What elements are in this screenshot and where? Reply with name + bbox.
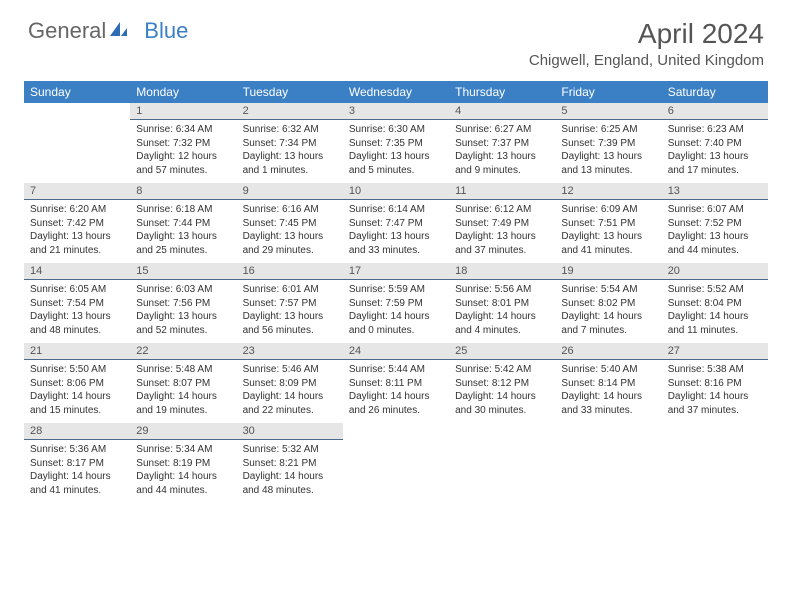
day-content-cell	[449, 440, 555, 504]
weekday-header: Sunday	[24, 81, 130, 103]
weekday-header: Friday	[555, 81, 661, 103]
day-number-cell: 8	[130, 183, 236, 200]
logo: General Blue	[28, 18, 188, 44]
day-content-cell: Sunrise: 6:03 AMSunset: 7:56 PMDaylight:…	[130, 280, 236, 344]
day-number-row: 21222324252627	[24, 343, 768, 360]
day-content-cell: Sunrise: 5:34 AMSunset: 8:19 PMDaylight:…	[130, 440, 236, 504]
day-content-cell: Sunrise: 5:36 AMSunset: 8:17 PMDaylight:…	[24, 440, 130, 504]
day-number-cell: 15	[130, 263, 236, 280]
day-content-cell: Sunrise: 5:59 AMSunset: 7:59 PMDaylight:…	[343, 280, 449, 344]
day-number-cell: 24	[343, 343, 449, 360]
day-number-cell: 14	[24, 263, 130, 280]
day-number-cell	[662, 423, 768, 440]
weekday-header: Saturday	[662, 81, 768, 103]
day-number-cell: 30	[237, 423, 343, 440]
day-number-cell: 9	[237, 183, 343, 200]
day-number-row: 123456	[24, 103, 768, 120]
day-content-cell: Sunrise: 5:52 AMSunset: 8:04 PMDaylight:…	[662, 280, 768, 344]
logo-text-2: Blue	[144, 18, 188, 44]
day-content-cell: Sunrise: 6:12 AMSunset: 7:49 PMDaylight:…	[449, 200, 555, 264]
day-content-cell: Sunrise: 6:25 AMSunset: 7:39 PMDaylight:…	[555, 120, 661, 184]
day-number-cell: 23	[237, 343, 343, 360]
day-number-cell: 25	[449, 343, 555, 360]
day-content-cell	[662, 440, 768, 504]
day-number-cell: 19	[555, 263, 661, 280]
day-content-row: Sunrise: 6:05 AMSunset: 7:54 PMDaylight:…	[24, 280, 768, 344]
day-number-cell: 11	[449, 183, 555, 200]
day-number-cell: 21	[24, 343, 130, 360]
day-content-cell: Sunrise: 6:23 AMSunset: 7:40 PMDaylight:…	[662, 120, 768, 184]
day-number-cell	[24, 103, 130, 120]
day-content-row: Sunrise: 6:34 AMSunset: 7:32 PMDaylight:…	[24, 120, 768, 184]
day-content-cell: Sunrise: 6:16 AMSunset: 7:45 PMDaylight:…	[237, 200, 343, 264]
weekday-header: Monday	[130, 81, 236, 103]
day-number-cell: 16	[237, 263, 343, 280]
day-number-cell	[449, 423, 555, 440]
header: General Blue April 2024 Chigwell, Englan…	[0, 0, 792, 73]
day-content-cell: Sunrise: 5:50 AMSunset: 8:06 PMDaylight:…	[24, 360, 130, 424]
day-number-cell: 29	[130, 423, 236, 440]
day-number-cell: 22	[130, 343, 236, 360]
weekday-header-row: SundayMondayTuesdayWednesdayThursdayFrid…	[24, 81, 768, 103]
weekday-header: Wednesday	[343, 81, 449, 103]
day-content-cell: Sunrise: 5:32 AMSunset: 8:21 PMDaylight:…	[237, 440, 343, 504]
logo-text-1: General	[28, 18, 106, 44]
day-content-cell: Sunrise: 6:09 AMSunset: 7:51 PMDaylight:…	[555, 200, 661, 264]
day-content-cell: Sunrise: 5:54 AMSunset: 8:02 PMDaylight:…	[555, 280, 661, 344]
day-number-cell: 7	[24, 183, 130, 200]
day-content-cell: Sunrise: 5:48 AMSunset: 8:07 PMDaylight:…	[130, 360, 236, 424]
title-block: April 2024 Chigwell, England, United Kin…	[529, 18, 764, 69]
day-content-cell: Sunrise: 6:20 AMSunset: 7:42 PMDaylight:…	[24, 200, 130, 264]
day-number-cell: 4	[449, 103, 555, 120]
day-content-cell: Sunrise: 6:30 AMSunset: 7:35 PMDaylight:…	[343, 120, 449, 184]
weekday-header: Tuesday	[237, 81, 343, 103]
day-content-cell: Sunrise: 5:40 AMSunset: 8:14 PMDaylight:…	[555, 360, 661, 424]
day-content-cell: Sunrise: 5:56 AMSunset: 8:01 PMDaylight:…	[449, 280, 555, 344]
day-content-cell: Sunrise: 6:07 AMSunset: 7:52 PMDaylight:…	[662, 200, 768, 264]
day-content-row: Sunrise: 6:20 AMSunset: 7:42 PMDaylight:…	[24, 200, 768, 264]
calendar-table: SundayMondayTuesdayWednesdayThursdayFrid…	[24, 81, 768, 503]
day-number-row: 78910111213	[24, 183, 768, 200]
day-content-row: Sunrise: 5:50 AMSunset: 8:06 PMDaylight:…	[24, 360, 768, 424]
day-content-cell: Sunrise: 6:27 AMSunset: 7:37 PMDaylight:…	[449, 120, 555, 184]
day-content-cell	[555, 440, 661, 504]
day-content-cell: Sunrise: 6:14 AMSunset: 7:47 PMDaylight:…	[343, 200, 449, 264]
day-content-cell: Sunrise: 5:38 AMSunset: 8:16 PMDaylight:…	[662, 360, 768, 424]
day-number-cell: 12	[555, 183, 661, 200]
day-number-cell: 20	[662, 263, 768, 280]
day-content-cell: Sunrise: 6:32 AMSunset: 7:34 PMDaylight:…	[237, 120, 343, 184]
day-number-cell: 13	[662, 183, 768, 200]
day-content-cell: Sunrise: 6:18 AMSunset: 7:44 PMDaylight:…	[130, 200, 236, 264]
day-number-cell	[555, 423, 661, 440]
day-content-cell	[24, 120, 130, 184]
day-number-row: 14151617181920	[24, 263, 768, 280]
day-content-cell: Sunrise: 5:46 AMSunset: 8:09 PMDaylight:…	[237, 360, 343, 424]
month-title: April 2024	[529, 18, 764, 50]
day-content-cell: Sunrise: 6:01 AMSunset: 7:57 PMDaylight:…	[237, 280, 343, 344]
day-content-cell: Sunrise: 6:34 AMSunset: 7:32 PMDaylight:…	[130, 120, 236, 184]
day-number-cell: 17	[343, 263, 449, 280]
day-number-cell	[343, 423, 449, 440]
day-content-cell: Sunrise: 6:05 AMSunset: 7:54 PMDaylight:…	[24, 280, 130, 344]
day-number-cell: 3	[343, 103, 449, 120]
day-number-cell: 6	[662, 103, 768, 120]
day-number-row: 282930	[24, 423, 768, 440]
day-number-cell: 26	[555, 343, 661, 360]
logo-sail-icon	[108, 18, 128, 44]
day-content-cell: Sunrise: 5:44 AMSunset: 8:11 PMDaylight:…	[343, 360, 449, 424]
weekday-header: Thursday	[449, 81, 555, 103]
day-number-cell: 10	[343, 183, 449, 200]
day-number-cell: 1	[130, 103, 236, 120]
day-number-cell: 2	[237, 103, 343, 120]
day-number-cell: 28	[24, 423, 130, 440]
day-content-cell: Sunrise: 5:42 AMSunset: 8:12 PMDaylight:…	[449, 360, 555, 424]
day-number-cell: 18	[449, 263, 555, 280]
day-content-cell	[343, 440, 449, 504]
day-number-cell: 27	[662, 343, 768, 360]
day-number-cell: 5	[555, 103, 661, 120]
day-content-row: Sunrise: 5:36 AMSunset: 8:17 PMDaylight:…	[24, 440, 768, 504]
location: Chigwell, England, United Kingdom	[529, 52, 764, 69]
